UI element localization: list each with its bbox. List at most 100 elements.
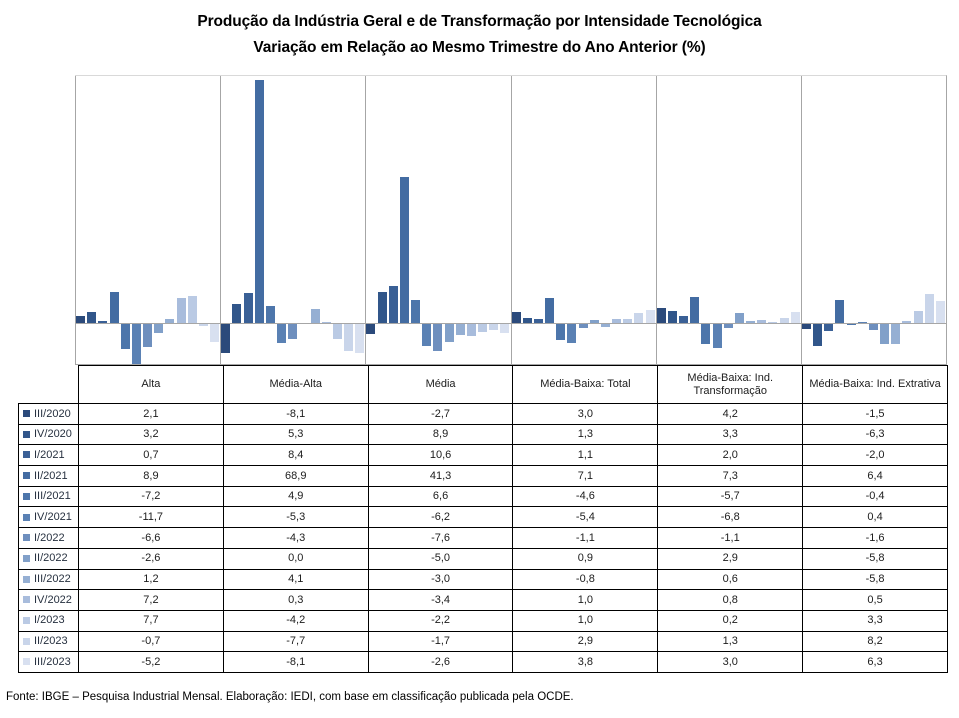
bar-iii-2022-m-dia-baixa-ind-extrativa bbox=[891, 324, 901, 345]
row-label-text: I/2022 bbox=[34, 531, 65, 544]
bar-iv-2020-m-dia bbox=[377, 291, 387, 323]
table-corner-cell bbox=[19, 366, 79, 404]
table-cell-iii-2022-alta: 1,2 bbox=[78, 568, 224, 591]
bar-i-2022-m-dia-baixa-ind-transforma-o bbox=[723, 324, 733, 328]
table-body: III/2020 2,1 -8,1 -2,7 3,0 4,2 -1,5 IV/2020 3,2 5… bbox=[18, 403, 948, 673]
table-row-iii-2021: III/2021 -7,2 4,9 6,6 -4,6 -5,7 -0,4 bbox=[18, 485, 948, 508]
bar-ii-2021-m-dia bbox=[399, 177, 409, 323]
table-cell-iv-2022-m-dia-alta: 0,3 bbox=[222, 589, 369, 611]
bar-ii-2023-m-dia-alta bbox=[344, 324, 354, 352]
chart-panel-m-dia-baixa-total bbox=[510, 76, 656, 364]
bar-iv-2022-m-dia-baixa-total bbox=[612, 319, 622, 323]
row-label-text: I/2021 bbox=[34, 448, 65, 461]
table-cell-i-2022-m-dia-baixa-total: -1,1 bbox=[512, 527, 659, 549]
table-cell-iii-2020-alta: 2,1 bbox=[78, 403, 224, 425]
row-label-cell: III/2023 bbox=[18, 651, 79, 673]
table-cell-ii-2022-m-dia-baixa-total: 0,9 bbox=[512, 547, 659, 570]
legend-key-icon bbox=[23, 616, 30, 624]
table-cell-iii-2022-m-dia-baixa-ind-extrativa: -5,8 bbox=[802, 568, 948, 591]
table-cell-ii-2021-alta: 8,9 bbox=[78, 465, 224, 487]
table-cell-iii-2022-m-dia: -3,0 bbox=[367, 568, 514, 591]
legend-key-icon bbox=[23, 513, 30, 521]
table-cell-i-2022-m-dia-alta: -4,3 bbox=[222, 527, 369, 549]
table-cell-ii-2022-m-dia-alta: 0,0 bbox=[222, 547, 369, 570]
table-cell-iii-2021-m-dia-baixa-total: -4,6 bbox=[512, 485, 659, 508]
bar-iv-2020-m-dia-baixa-ind-extrativa bbox=[813, 324, 823, 347]
row-label-text: III/2022 bbox=[34, 573, 71, 586]
bar-i-2023-m-dia-baixa-ind-transforma-o bbox=[768, 322, 778, 323]
row-label-cell: IV/2021 bbox=[18, 506, 79, 529]
table-cell-iv-2020-m-dia-baixa-ind-extrativa: -6,3 bbox=[802, 423, 948, 446]
table-cell-iii-2023-m-dia-baixa-ind-transforma-o: 3,0 bbox=[657, 651, 804, 673]
table-cell-i-2022-alta: -6,6 bbox=[78, 527, 224, 549]
legend-key-icon bbox=[23, 451, 30, 459]
legend-key-icon bbox=[23, 637, 30, 645]
chart-title: Produção da Indústria Geral e de Transfo… bbox=[197, 13, 762, 30]
table-cell-ii-2023-m-dia-baixa-ind-transforma-o: 1,3 bbox=[657, 630, 804, 653]
table-row-iv-2022: IV/2022 7,2 0,3 -3,4 1,0 0,8 0,5 bbox=[18, 589, 948, 611]
table-row-iii-2022: III/2022 1,2 4,1 -3,0 -0,8 0,6 -5,8 bbox=[18, 568, 948, 591]
row-label-text: IV/2021 bbox=[34, 511, 72, 524]
table-cell-iv-2021-m-dia-alta: -5,3 bbox=[222, 506, 369, 529]
table-header-cell-m-dia-baixa-ind-extrativa: Média-Baixa: Ind. Extrativa bbox=[802, 365, 948, 404]
legend-key-icon bbox=[23, 596, 30, 604]
table-cell-iv-2020-m-dia-baixa-ind-transforma-o: 3,3 bbox=[657, 423, 804, 446]
legend-key-icon bbox=[23, 575, 30, 583]
table-header-cell-alta: Alta bbox=[78, 365, 224, 404]
bar-i-2022-m-dia-alta bbox=[288, 324, 298, 340]
bar-iii-2022-m-dia bbox=[455, 324, 465, 335]
bar-iii-2023-m-dia bbox=[500, 324, 510, 334]
table-row-i-2022: I/2022 -6,6 -4,3 -7,6 -1,1 -1,1 -1,6 bbox=[18, 527, 948, 549]
row-label-text: III/2020 bbox=[34, 407, 71, 420]
bar-iv-2021-m-dia-baixa-ind-extrativa bbox=[857, 321, 867, 323]
row-label-cell: IV/2022 bbox=[18, 589, 79, 611]
table-head: Alta Média-Alta Média Média-Baixa: Total Méd… bbox=[19, 365, 948, 404]
bar-iii-2021-alta bbox=[120, 324, 130, 350]
table-cell-iv-2020-m-dia-baixa-total: 1,3 bbox=[512, 423, 659, 446]
row-label-cell: III/2020 bbox=[18, 403, 79, 425]
table-cell-i-2022-m-dia-baixa-ind-transforma-o: -1,1 bbox=[657, 527, 804, 549]
bar-iii-2022-alta bbox=[165, 318, 175, 323]
table-cell-iii-2020-m-dia-baixa-total: 3,0 bbox=[512, 403, 659, 425]
chart-panel-alta bbox=[75, 76, 220, 364]
bar-iii-2020-alta bbox=[76, 315, 86, 323]
table-cell-iii-2021-m-dia: 6,6 bbox=[367, 485, 514, 508]
table-row-ii-2023: II/2023 -0,7 -7,7 -1,7 2,9 1,3 8,2 bbox=[18, 630, 948, 653]
bar-iii-2021-m-dia-baixa-ind-transforma-o bbox=[701, 324, 711, 345]
row-label-text: II/2022 bbox=[34, 552, 68, 565]
bar-ii-2023-m-dia-baixa-total bbox=[634, 312, 644, 323]
row-label-cell: II/2021 bbox=[18, 465, 79, 487]
bar-iii-2021-m-dia-alta bbox=[265, 305, 275, 323]
bar-i-2021-m-dia bbox=[388, 285, 398, 323]
legend-key-icon bbox=[23, 658, 30, 666]
bar-iii-2021-m-dia-baixa-ind-extrativa bbox=[846, 324, 856, 326]
footer-source: Fonte: IBGE – Pesquisa Industrial Mensal… bbox=[6, 691, 574, 703]
bar-i-2022-m-dia-baixa-total bbox=[578, 324, 588, 328]
table-cell-ii-2021-m-dia-baixa-total: 7,1 bbox=[512, 465, 659, 487]
row-label-text: III/2021 bbox=[34, 490, 71, 503]
table-cell-ii-2022-m-dia-baixa-ind-extrativa: -5,8 bbox=[802, 547, 948, 570]
bar-ii-2022-m-dia-baixa-ind-extrativa bbox=[880, 324, 890, 345]
chart-panel-m-dia-baixa-ind-transforma-o bbox=[655, 76, 801, 364]
row-label-cell: III/2022 bbox=[18, 568, 79, 591]
bar-iv-2021-m-dia-baixa-ind-transforma-o bbox=[712, 324, 722, 348]
table-cell-i-2021-alta: 0,7 bbox=[78, 444, 224, 467]
table-cell-i-2023-m-dia-alta: -4,2 bbox=[222, 609, 369, 632]
table-cell-i-2021-m-dia-baixa-total: 1,1 bbox=[512, 444, 659, 467]
bar-ii-2022-m-dia bbox=[444, 324, 454, 342]
legend-key-icon bbox=[23, 492, 30, 500]
data-table: Alta Média-Alta Média Média-Baixa: Total Méd… bbox=[18, 365, 948, 673]
bar-i-2022-m-dia-baixa-ind-extrativa bbox=[868, 324, 878, 330]
bar-iii-2020-m-dia bbox=[366, 324, 376, 334]
table-row-i-2021: I/2021 0,7 8,4 10,6 1,1 2,0 -2,0 bbox=[18, 444, 948, 467]
table-cell-iii-2021-m-dia-alta: 4,9 bbox=[222, 485, 369, 508]
table-header-cell-m-dia-alta: Média-Alta bbox=[222, 365, 369, 404]
table-cell-iv-2021-m-dia-baixa-ind-extrativa: 0,4 bbox=[802, 506, 948, 529]
table-cell-iv-2020-m-dia: 8,9 bbox=[367, 423, 514, 446]
row-label-cell: II/2023 bbox=[18, 630, 79, 653]
table-cell-ii-2021-m-dia-baixa-ind-transforma-o: 7,3 bbox=[657, 465, 804, 487]
bar-iii-2022-m-dia-baixa-ind-transforma-o bbox=[746, 320, 756, 323]
table-row-ii-2022: II/2022 -2,6 0,0 -5,0 0,9 2,9 -5,8 bbox=[18, 547, 948, 570]
row-label-text: IV/2020 bbox=[34, 428, 72, 441]
legend-key-icon bbox=[23, 554, 30, 562]
